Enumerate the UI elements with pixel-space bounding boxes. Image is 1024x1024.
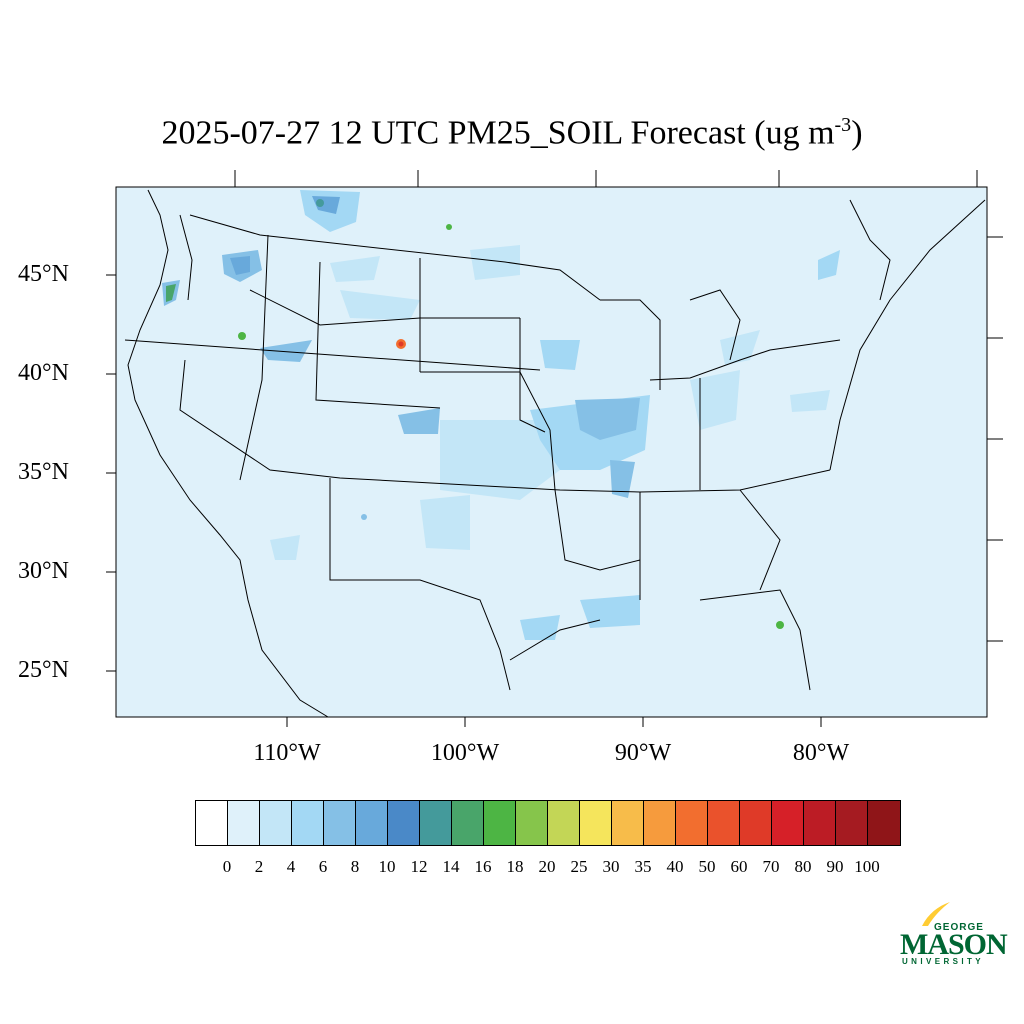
colorbar-box <box>772 801 804 845</box>
colorbar-box <box>740 801 772 845</box>
lat-label-35: 35°N <box>18 459 69 485</box>
colorbar-box <box>228 801 260 845</box>
title-superscript: -3 <box>834 114 852 136</box>
colorbar-label: 6 <box>318 857 328 876</box>
lon-label-110: 110°W <box>253 740 321 766</box>
colorbar-box <box>836 801 868 845</box>
colorbar-box <box>676 801 708 845</box>
logo-swoosh-icon <box>922 902 950 926</box>
colorbar-label: 20 <box>538 857 556 876</box>
colorbar-label: 30 <box>602 857 620 876</box>
colorbar-label: 40 <box>666 857 684 876</box>
title-text: 2025-07-27 12 UTC PM25_SOIL Forecast (ug… <box>161 114 835 152</box>
lat-label-30: 30°N <box>18 558 69 584</box>
colorbar-box <box>388 801 420 845</box>
colorbar-label: 4 <box>286 857 296 876</box>
colorbar-box <box>612 801 644 845</box>
colorbar-labels: 0 2 4 6 8 10 12 14 16 18 20 25 30 35 40 50 60 70 80 90 100 <box>0 857 1024 881</box>
boundaries <box>124 189 986 718</box>
lat-label-45: 45°N <box>18 261 69 287</box>
colorbar-label: 16 <box>474 857 492 876</box>
colorbar-box <box>580 801 612 845</box>
colorbar-label: 100 <box>854 857 880 876</box>
colorbar-box <box>708 801 740 845</box>
colorbar-label: 14 <box>442 857 460 876</box>
logo-mason: MASON <box>900 928 1008 961</box>
colorbar-box <box>644 801 676 845</box>
colorbar-label: 2 <box>254 857 264 876</box>
chart-title: 2025-07-27 12 UTC PM25_SOIL Forecast (ug… <box>0 114 1024 152</box>
colorbar-box <box>804 801 836 845</box>
axis-ticks <box>106 170 1003 727</box>
colorbar-box <box>868 801 900 845</box>
colorbar-box <box>484 801 516 845</box>
title-area: 2025-07-27 12 UTC PM25_SOIL Forecast (ug… <box>0 0 1024 170</box>
colorbar-label: 10 <box>378 857 396 876</box>
lon-label-80: 80°W <box>792 740 850 766</box>
logo-george: GEORGE <box>934 922 984 933</box>
colorbar-label: 35 <box>634 857 652 876</box>
colorbar-label: 8 <box>350 857 360 876</box>
colorbar-label: 50 <box>698 857 716 876</box>
lat-label-40: 40°N <box>18 360 69 386</box>
lon-label-90: 90°W <box>614 740 672 766</box>
george-mason-logo: GEORGE MASON UNIVERSITY <box>898 900 1008 970</box>
title-closing: ) <box>851 114 863 152</box>
colorbar-label: 0 <box>222 857 232 876</box>
colorbar-box <box>516 801 548 845</box>
colorbar-box <box>420 801 452 845</box>
colorbar-label: 18 <box>506 857 524 876</box>
colorbar-box <box>292 801 324 845</box>
lat-label-25: 25°N <box>18 657 69 683</box>
colorbar-box <box>324 801 356 845</box>
lon-label-100: 100°W <box>430 740 500 766</box>
colorbar-label: 70 <box>762 857 780 876</box>
colorbar-label: 90 <box>826 857 844 876</box>
colorbar-box <box>196 801 228 845</box>
logo-university: UNIVERSITY <box>902 957 985 966</box>
colorbar-label: 25 <box>570 857 588 876</box>
colorbar-box <box>260 801 292 845</box>
colorbar-label: 60 <box>730 857 748 876</box>
colorbar-label: 80 <box>794 857 812 876</box>
colorbar-box <box>548 801 580 845</box>
colorbar-box <box>356 801 388 845</box>
colorbar-box <box>452 801 484 845</box>
colorbar-label: 12 <box>410 857 428 876</box>
colorbar <box>195 800 901 846</box>
